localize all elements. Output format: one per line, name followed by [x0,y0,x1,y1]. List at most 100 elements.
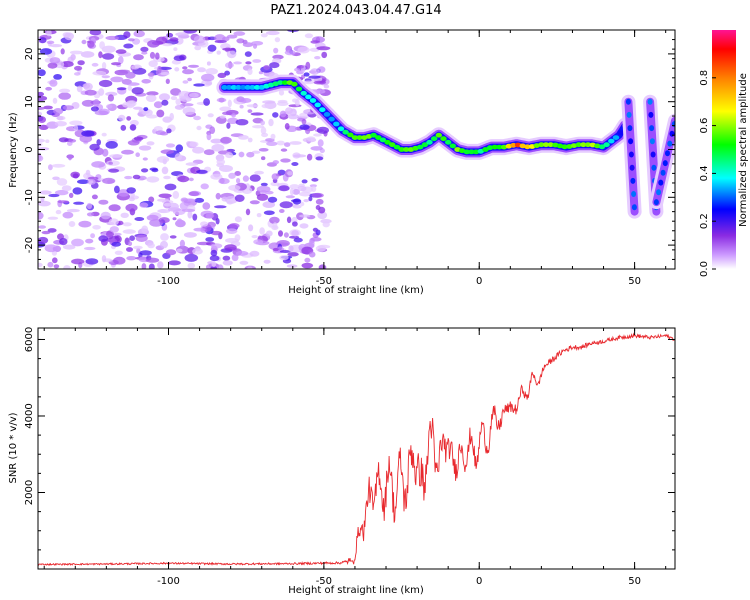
noise-speckle [308,240,315,248]
noise-speckle [106,160,120,166]
noise-speckle [47,228,57,233]
signal-track-blob [598,144,606,150]
noise-speckle [233,61,243,65]
noise-speckle [163,202,173,207]
noise-speckle [292,198,302,205]
x-tick-label: 50 [628,276,641,287]
noise-speckle [287,114,300,120]
colorbar-tick-label: 0.4 [699,165,710,181]
noise-speckle [129,235,136,241]
noise-speckle [268,118,274,127]
noise-speckle [226,122,231,129]
noise-speckle [118,56,124,65]
noise-speckle [308,75,321,79]
noise-speckle [218,178,230,185]
noise-speckle [38,37,47,44]
noise-speckle [260,182,268,187]
noise-speckle [91,161,106,168]
colorbar-tick-label: 0.2 [699,213,710,229]
noise-speckle [157,65,162,74]
noise-speckle [192,248,203,255]
signal-track-blob [356,135,363,141]
noise-speckle [102,177,116,184]
noise-speckle [169,235,177,239]
noise-speckle [123,31,131,39]
noise-speckle [169,112,174,121]
noise-speckle [125,203,138,212]
noise-speckle [278,89,285,96]
noise-speckle [160,149,174,154]
noise-speckle [38,91,44,97]
noise-speckle [53,108,64,115]
signal-track-blob [333,121,340,127]
noise-speckle [182,66,188,70]
noise-speckle [124,175,133,180]
secondary-track-blob [628,151,634,158]
noise-speckle [82,83,91,89]
noise-speckle [161,166,169,175]
noise-speckle [280,148,288,152]
secondary-track-blob [630,177,636,184]
noise-speckle [108,161,113,165]
noise-speckle [215,192,221,200]
noise-speckle [206,61,211,66]
noise-speckle [216,97,227,103]
noise-speckle [210,173,223,180]
snr-x-ticks: -100 -50 0 50 [43,328,667,587]
spectrogram-y-ticks: -20 -10 0 10 20 [24,29,675,270]
noise-speckle [228,184,241,191]
noise-speckle [214,34,226,42]
noise-speckle [127,85,132,91]
noise-speckle [110,76,124,83]
x-tick-label: -100 [157,276,180,287]
noise-speckle [90,106,99,112]
signal-track-blob [524,144,531,150]
secondary-track-blob [649,138,655,145]
noise-speckle [155,52,160,60]
noise-speckle [52,257,58,264]
noise-speckle [85,169,91,176]
noise-speckle [252,43,258,49]
noise-speckle [300,201,305,207]
noise-speckle [123,43,134,49]
noise-speckle [182,107,196,115]
noise-speckle [253,239,264,245]
noise-speckle [146,114,158,119]
noise-speckle [292,204,302,209]
noise-speckle [287,171,293,176]
signal-track-blob [239,85,247,90]
noise-speckle [279,110,287,118]
noise-speckle [146,91,159,96]
noise-speckle [45,86,52,91]
noise-speckle [173,47,178,51]
noise-speckle [111,62,121,66]
noise-speckle [315,156,324,161]
secondary-track-blob [626,111,632,118]
noise-speckle [183,30,197,34]
noise-speckle [187,262,196,269]
noise-speckle [225,62,234,69]
x-tick-label: -50 [316,576,332,587]
noise-speckle [250,112,264,116]
noise-speckle [87,179,96,185]
noise-speckle [38,106,46,110]
noise-speckle [53,264,60,269]
noise-speckle [69,50,83,55]
noise-speckle [239,260,249,265]
noise-speckle [236,178,241,184]
noise-speckle [244,51,252,57]
noise-speckle [259,227,265,235]
noise-speckle [55,209,62,215]
noise-speckle [126,247,133,252]
noise-speckle [116,87,127,91]
noise-speckle [293,237,303,243]
noise-speckle [252,125,265,129]
signal-track-blob [291,81,298,87]
noise-speckle [146,214,159,221]
noise-speckle [160,72,170,76]
signal-track-blob [314,102,321,108]
noise-speckle [202,202,211,210]
noise-speckle [61,185,72,192]
noise-speckle [284,50,296,56]
noise-speckle [80,51,95,58]
